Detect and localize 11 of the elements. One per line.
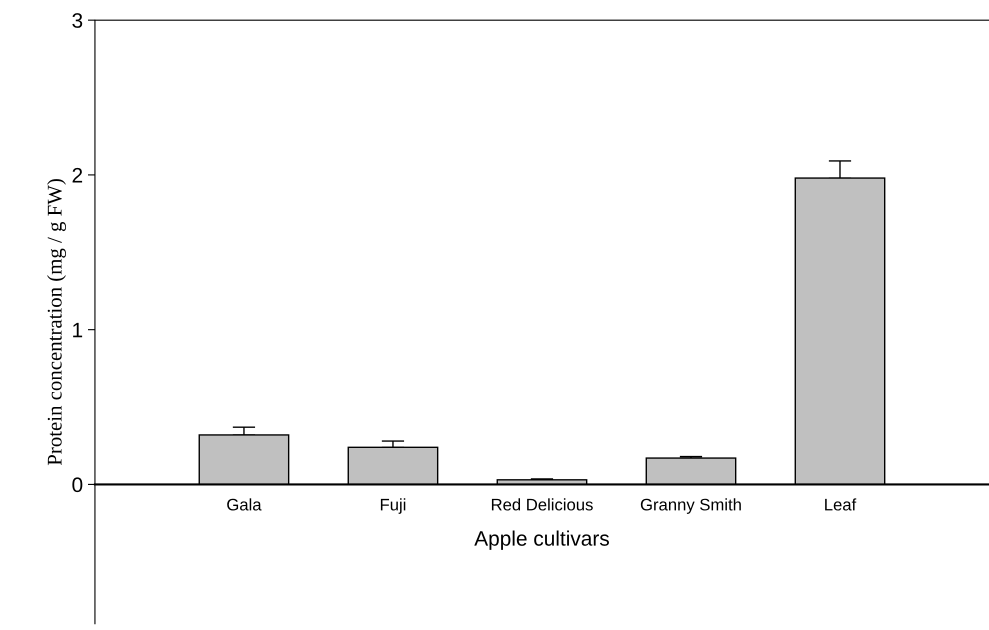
x-tick-label: Red Delicious [492, 498, 593, 511]
y-tick-label: 1 [73, 322, 82, 338]
x-tick-label: Fuji [380, 498, 406, 514]
x-tick-label: Granny Smith [640, 498, 741, 514]
y-tick-label: 3 [72, 13, 82, 28]
x-tick-label: Gala [227, 498, 262, 511]
x-axis-title: Apple cultivars [474, 530, 609, 550]
x-tick-label: Leaf [825, 498, 856, 511]
y-tick-label: 0 [72, 477, 82, 492]
y-axis-title: Protein concentration (mg / g FW) [47, 179, 66, 466]
y-tick-label: 2 [72, 168, 82, 182]
